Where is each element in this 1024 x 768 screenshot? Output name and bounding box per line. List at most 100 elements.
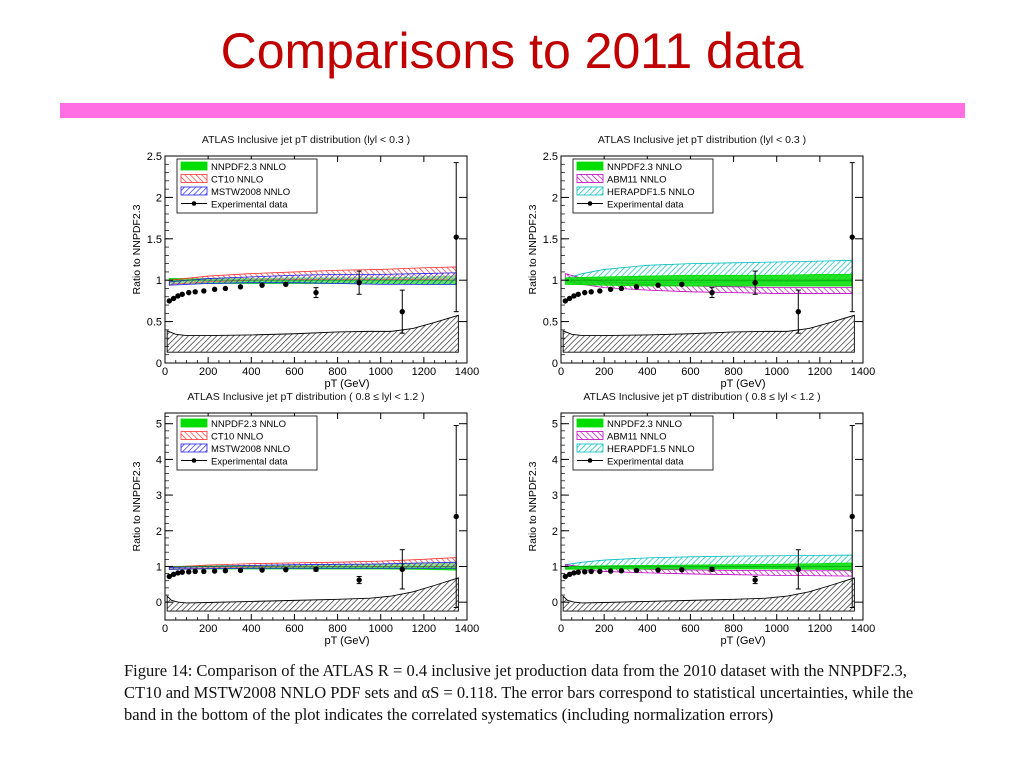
data-marker xyxy=(571,570,577,576)
x-tick-label: 0 xyxy=(558,366,564,378)
data-marker xyxy=(399,308,405,315)
data-point xyxy=(166,573,173,580)
legend-label: NNPDF2.3 NNLO xyxy=(211,419,286,430)
data-marker xyxy=(175,293,181,299)
data-point xyxy=(356,575,362,585)
x-tick-label: 1200 xyxy=(808,623,832,635)
x-tick-label: 1200 xyxy=(808,366,832,378)
x-tick-label: 800 xyxy=(328,366,346,378)
data-marker xyxy=(655,567,661,573)
x-tick-label: 200 xyxy=(595,623,613,635)
data-point xyxy=(175,570,181,576)
y-tick-label: 2 xyxy=(156,192,162,204)
chart-panel-top-right: ATLAS Inclusive jet pT distribution (lyl… xyxy=(524,130,875,390)
data-point xyxy=(313,566,319,573)
legend-swatch xyxy=(180,431,208,440)
data-marker xyxy=(170,295,177,302)
chart-title: ATLAS Inclusive jet pT distribution ( 0.… xyxy=(583,391,820,403)
x-tick-label: 1000 xyxy=(368,623,392,635)
data-marker xyxy=(562,573,569,580)
y-tick-label: 0 xyxy=(552,597,558,609)
data-point xyxy=(597,288,603,294)
data-marker xyxy=(795,308,801,315)
data-marker xyxy=(633,284,640,290)
data-marker xyxy=(186,569,192,575)
data-marker xyxy=(575,569,581,575)
slide-title: Comparisons to 2011 data xyxy=(220,23,804,79)
data-point xyxy=(709,287,715,299)
legend-item-experimental-data: Experimental data xyxy=(181,200,288,211)
data-marker xyxy=(795,566,801,573)
data-point xyxy=(166,298,173,304)
data-marker xyxy=(166,573,173,580)
legend-label: NNPDF2.3 NNLO xyxy=(607,419,682,430)
legend-item-mstw2008-nnlo: MSTW2008 NNLO xyxy=(180,443,290,455)
data-point xyxy=(566,571,573,578)
data-point xyxy=(175,293,181,299)
data-marker xyxy=(597,568,603,575)
systematics-band xyxy=(562,577,855,612)
systematics-band xyxy=(166,577,459,612)
legend-marker xyxy=(587,201,593,206)
title-accent-bar xyxy=(60,103,965,118)
data-point xyxy=(588,568,594,575)
chart-panel-top-left: ATLAS Inclusive jet pT distribution (lyl… xyxy=(128,130,479,390)
data-point xyxy=(283,281,289,288)
x-tick-label: 0 xyxy=(162,623,168,635)
chart-top-right: ATLAS Inclusive jet pT distribution (lyl… xyxy=(527,134,875,390)
x-tick-label: 400 xyxy=(242,366,260,378)
x-tick-label: 0 xyxy=(162,366,168,378)
x-tick-label: 800 xyxy=(724,366,742,378)
data-point xyxy=(562,573,569,580)
x-tick-label: 1200 xyxy=(412,623,436,635)
data-point xyxy=(186,289,192,296)
data-marker xyxy=(259,282,265,288)
data-point xyxy=(582,569,588,575)
y-tick-label: 1 xyxy=(156,275,162,287)
y-tick-label: 1.5 xyxy=(147,234,162,246)
data-marker xyxy=(192,289,198,295)
legend-marker xyxy=(191,201,197,206)
data-point xyxy=(399,549,405,590)
x-tick-label: 200 xyxy=(595,366,613,378)
legend-item-abm11-nnlo: ABM11 NNLO xyxy=(576,431,666,443)
data-point xyxy=(618,285,625,292)
data-marker xyxy=(211,568,218,574)
data-point xyxy=(313,287,319,299)
x-tick-label: 0 xyxy=(558,623,564,635)
data-marker xyxy=(655,282,661,288)
x-tick-label: 800 xyxy=(724,623,742,635)
data-marker xyxy=(170,571,177,578)
data-point xyxy=(259,282,265,288)
data-point xyxy=(237,284,244,290)
data-marker xyxy=(849,234,855,240)
legend-swatch xyxy=(576,161,604,171)
data-marker xyxy=(313,289,319,296)
legend-marker xyxy=(587,458,593,463)
legend-swatch xyxy=(180,161,208,171)
data-marker xyxy=(237,284,244,290)
data-point xyxy=(201,288,207,294)
data-marker xyxy=(283,281,289,288)
data-marker xyxy=(566,295,573,302)
data-point xyxy=(752,575,758,585)
data-marker xyxy=(679,566,685,573)
x-axis-label: pT (GeV) xyxy=(324,635,369,647)
legend-item-ct10-nnlo: CT10 NNLO xyxy=(180,431,263,443)
systematics-band xyxy=(166,314,459,353)
legend-swatch xyxy=(180,443,208,453)
legend-label: NNPDF2.3 NNLO xyxy=(607,162,682,173)
x-tick-label: 400 xyxy=(638,623,656,635)
data-marker xyxy=(562,298,569,304)
data-point xyxy=(575,569,581,575)
y-tick-label: 3 xyxy=(552,490,558,502)
data-point xyxy=(399,289,405,334)
data-marker xyxy=(582,569,588,575)
x-tick-label: 600 xyxy=(285,623,303,635)
data-marker xyxy=(179,291,185,297)
data-marker xyxy=(575,291,581,297)
data-point xyxy=(453,424,459,609)
data-marker xyxy=(679,281,685,288)
data-marker xyxy=(709,289,715,296)
